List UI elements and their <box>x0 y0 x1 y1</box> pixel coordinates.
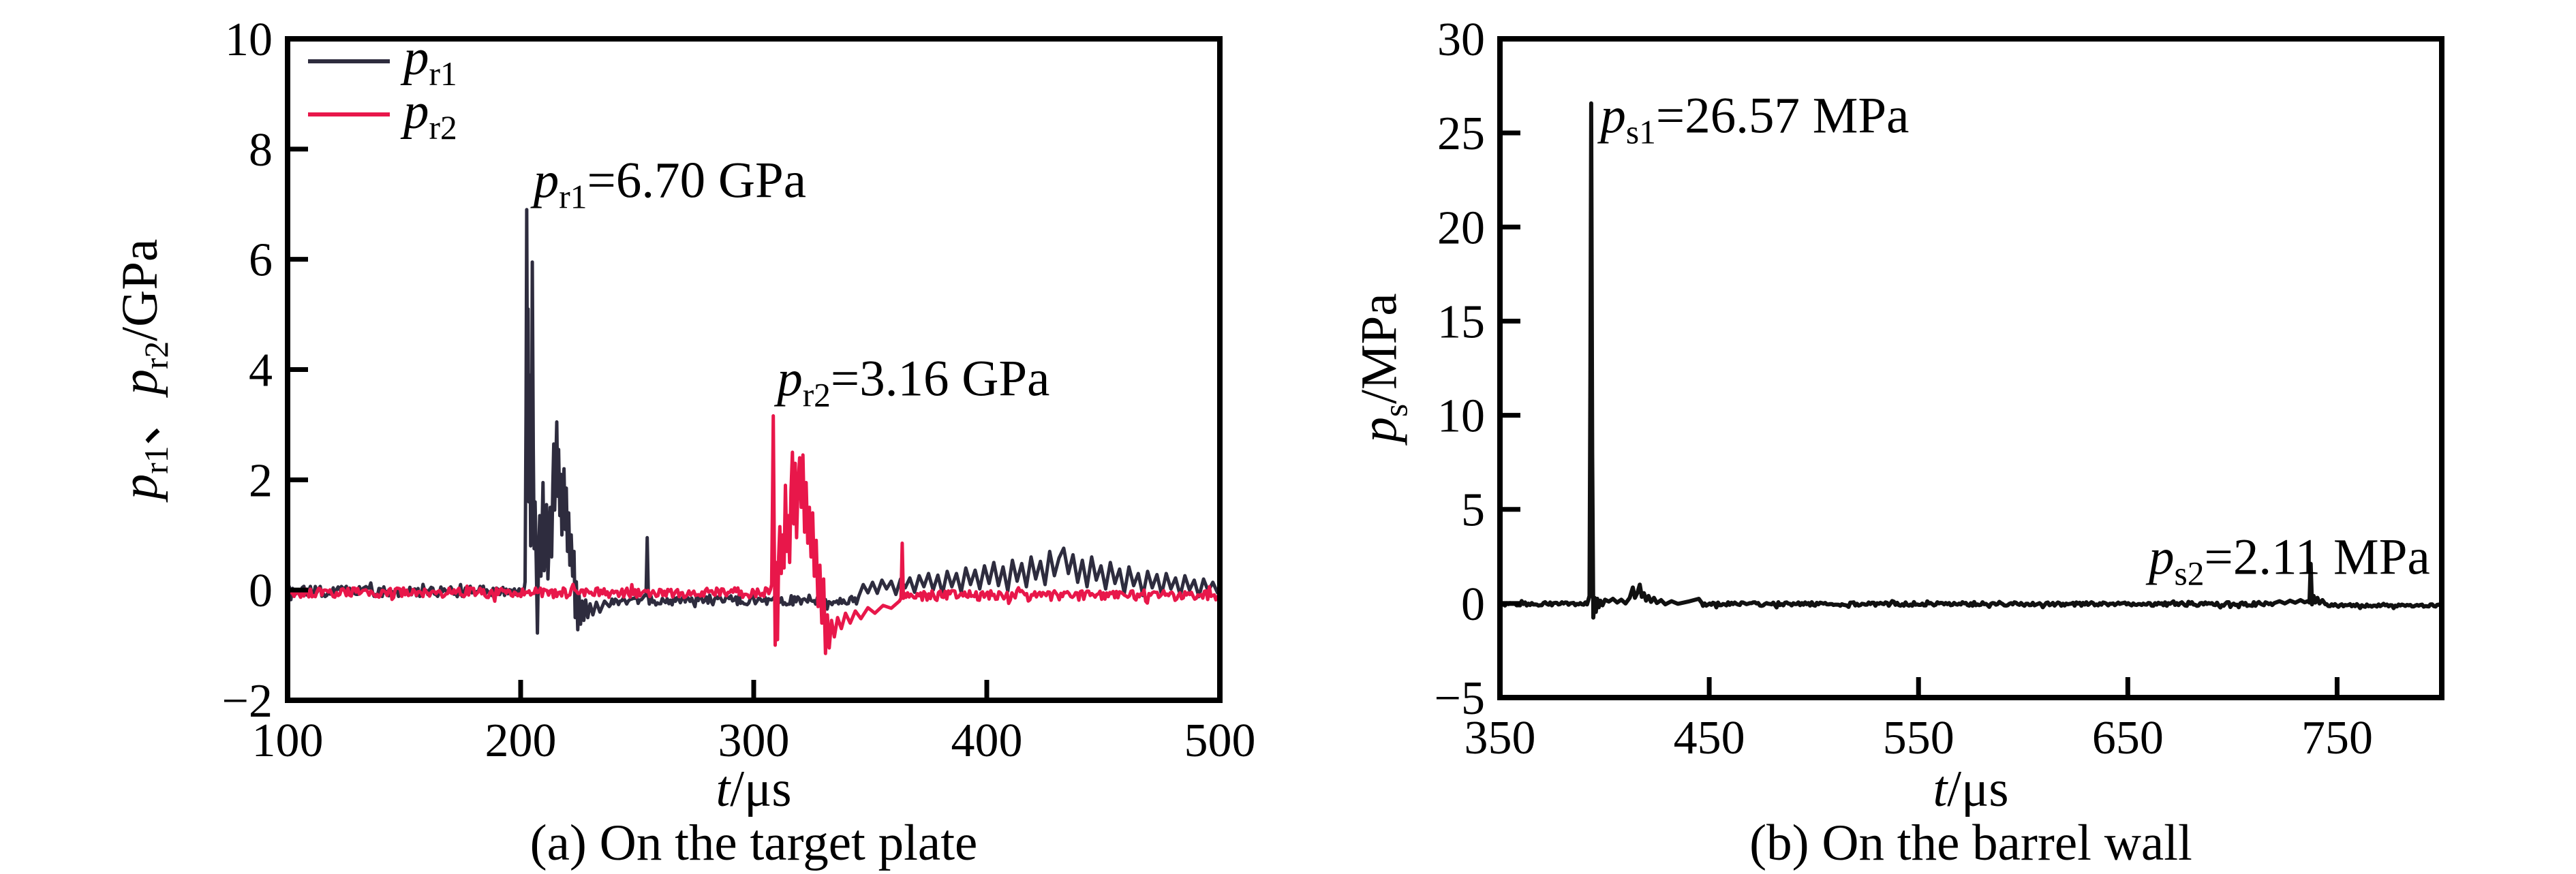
y-tick-label: 8 <box>249 124 273 176</box>
y-tick-label: −2 <box>222 675 273 728</box>
y-tick-label: 10 <box>225 14 273 66</box>
legend-label-pr2: pr2 <box>403 83 457 144</box>
x-label-symbol: t <box>716 761 731 817</box>
series-pr2 <box>286 414 1221 655</box>
y-tick-label: 25 <box>1437 108 1485 160</box>
x-label-symbol: t <box>1933 761 1948 817</box>
y-label-unit: /MPa <box>1351 293 1408 404</box>
x-tick-label: 350 <box>1465 712 1536 764</box>
legend-subscript: r2 <box>429 109 457 146</box>
y-label-subscript: r1 <box>138 446 175 474</box>
annotation-ps1-peak: ps1=26.57 MPa <box>1600 87 1910 149</box>
x-tick-label: 300 <box>718 715 790 767</box>
caption-b: (b) On the barrel wall <box>1749 815 2192 871</box>
legend-symbol: p <box>403 29 429 86</box>
series-ps <box>1498 101 2443 620</box>
annotation-value: =26.57 MPa <box>1655 87 1910 144</box>
y-tick-label: 6 <box>249 234 273 287</box>
y-tick-label: 0 <box>1461 578 1485 631</box>
annotation-subscript: s1 <box>1625 113 1656 151</box>
y-tick-label: 4 <box>249 345 273 397</box>
x-label-unit: /μs <box>1947 761 2009 817</box>
x-tick-label: 550 <box>1883 712 1954 764</box>
annotation-ps2-peak: ps2=2.11 MPa <box>2149 529 2430 591</box>
y-tick-label: 30 <box>1437 14 1485 66</box>
legend-label-pr1: pr1 <box>403 29 457 91</box>
annotation-pr1-peak: pr1=6.70 GPa <box>533 152 806 213</box>
annotation-symbol: p <box>1600 87 1626 144</box>
y-label-symbol: p <box>112 369 168 395</box>
x-axis-label-a: t/μs <box>716 764 791 815</box>
y-tick-label: 5 <box>1461 484 1485 537</box>
x-tick-label: 400 <box>951 715 1023 767</box>
annotation-subscript: r1 <box>559 178 587 216</box>
annotation-value: =6.70 GPa <box>587 152 806 209</box>
y-axis-label-a: pr1、pr2/GPa <box>109 238 175 500</box>
y-label-unit: /GPa <box>112 238 168 341</box>
y-tick-label: −5 <box>1435 672 1485 725</box>
x-tick-label: 500 <box>1184 715 1256 767</box>
y-label-subscript: r2 <box>138 341 175 369</box>
y-tick-label: 20 <box>1437 202 1485 254</box>
caption-a: (a) On the target plate <box>530 815 978 871</box>
y-label-symbol: p <box>112 473 168 500</box>
y-tick-label: 2 <box>249 454 273 507</box>
y-tick-label: 10 <box>1437 390 1485 443</box>
annotation-symbol: p <box>533 152 559 209</box>
y-label-separator: 、 <box>109 394 169 446</box>
annotation-symbol: p <box>777 350 803 407</box>
x-tick-label: 200 <box>485 715 557 767</box>
y-axis-label-b: ps/MPa <box>1351 293 1415 443</box>
annotation-value: =2.11 MPa <box>2204 529 2430 586</box>
series-pr1 <box>286 208 1222 635</box>
x-axis-label-b: t/μs <box>1933 764 2008 815</box>
annotation-value: =3.16 GPa <box>830 350 1050 407</box>
legend-symbol: p <box>403 83 429 140</box>
y-tick-label: 15 <box>1437 296 1485 348</box>
x-label-unit: /μs <box>730 761 792 817</box>
annotation-subscript: r2 <box>802 376 831 414</box>
plot-frame-b <box>1497 36 2444 700</box>
x-tick-label: 100 <box>252 715 324 767</box>
y-label-subscript: s <box>1377 403 1415 418</box>
x-tick-label: 450 <box>1674 712 1745 764</box>
annotation-symbol: p <box>2149 529 2175 586</box>
annotation-subscript: s2 <box>2174 555 2205 593</box>
y-tick-label: 0 <box>249 565 273 617</box>
annotation-pr2-peak: pr2=3.16 GPa <box>777 350 1050 412</box>
x-tick-label: 750 <box>2301 712 2373 764</box>
y-label-symbol: p <box>1351 417 1408 443</box>
legend-subscript: r1 <box>429 55 457 93</box>
x-tick-label: 650 <box>2092 712 2164 764</box>
